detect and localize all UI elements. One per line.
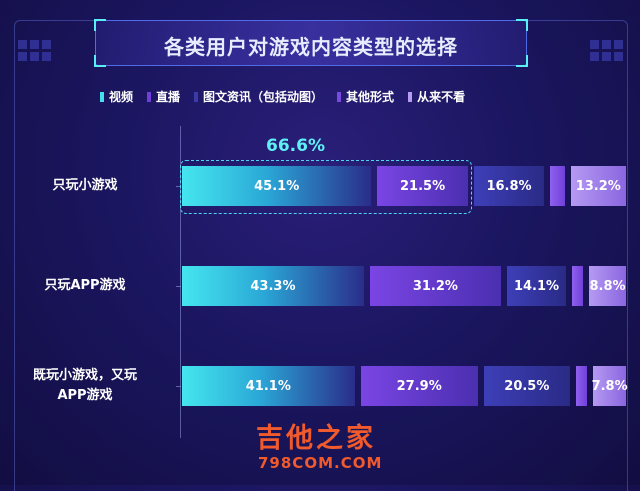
decor-grid-left	[18, 40, 51, 61]
axis-tick	[176, 386, 181, 387]
category-label: 只玩小游戏	[52, 178, 118, 193]
bar-segment: 45.1%	[182, 166, 372, 206]
bar-segment: 16.8%	[473, 166, 545, 206]
category-label: 既玩小游戏，又玩 APP游戏	[32, 368, 137, 403]
bar-segment: 41.1%	[182, 366, 355, 406]
data-label: 21.5%	[400, 178, 446, 194]
legend-label: 从来不看	[417, 90, 466, 104]
decor-grid-right	[590, 40, 623, 61]
legend-label: 直播	[156, 90, 181, 104]
legend-swatch	[337, 91, 342, 102]
data-label: 8.8%	[589, 278, 626, 294]
data-label: 14.1%	[513, 278, 560, 294]
legend: 视频 直播 图文资讯（包括动图） 其他形式 从来不看	[100, 88, 465, 105]
legend-item-never: 从来不看	[408, 88, 465, 105]
legend-item-video: 视频	[100, 88, 133, 105]
bar-segment: 7.8%	[591, 366, 628, 406]
bar-segment: 20.5%	[483, 366, 570, 406]
bar-segment: 14.1%	[506, 266, 567, 306]
bar-segment: 43.3%	[182, 266, 364, 306]
data-label: 7.8%	[591, 378, 628, 394]
legend-swatch	[408, 91, 413, 102]
watermark-title: 吉他之家	[256, 423, 376, 454]
axis-tick	[176, 286, 181, 287]
bar-segment	[550, 166, 565, 206]
annotation-label: 66.6%	[266, 136, 325, 156]
legend-swatch	[147, 91, 152, 102]
bar-segment	[572, 266, 584, 306]
data-label: 20.5%	[504, 378, 550, 394]
data-label: 41.1%	[245, 378, 291, 394]
data-label: 31.2%	[412, 278, 458, 294]
data-label: 45.1%	[254, 178, 300, 194]
legend-label: 视频	[109, 90, 134, 104]
highlight-box	[180, 160, 472, 214]
legend-label: 图文资讯（包括动图）	[203, 90, 324, 104]
bar-segment: 8.8%	[589, 266, 626, 306]
legend-swatch	[100, 91, 104, 102]
bar-segment: 13.2%	[570, 166, 626, 206]
legend-item-other: 其他形式	[337, 88, 394, 105]
legend-swatch	[194, 91, 199, 102]
data-label: 13.2%	[575, 178, 621, 194]
axis-tick	[176, 186, 181, 187]
legend-item-live: 直播	[147, 88, 180, 105]
legend-item-article: 图文资讯（包括动图）	[194, 88, 323, 105]
data-label: 16.8%	[486, 178, 532, 194]
y-axis	[180, 126, 181, 438]
chart-title: 各类用户对游戏内容类型的选择	[164, 35, 458, 59]
legend-label: 其他形式	[346, 90, 395, 104]
bar-segment: 27.9%	[360, 366, 478, 406]
watermark-url: 798COM.COM	[258, 454, 383, 472]
bar-segment	[575, 366, 588, 406]
bar-segment: 31.2%	[369, 266, 501, 306]
bar-segment: 21.5%	[377, 166, 468, 206]
data-label: 27.9%	[396, 378, 442, 394]
category-label: 只玩APP游戏	[44, 278, 126, 293]
data-label: 43.3%	[250, 278, 296, 294]
title-box: 各类用户对游戏内容类型的选择	[94, 19, 528, 67]
